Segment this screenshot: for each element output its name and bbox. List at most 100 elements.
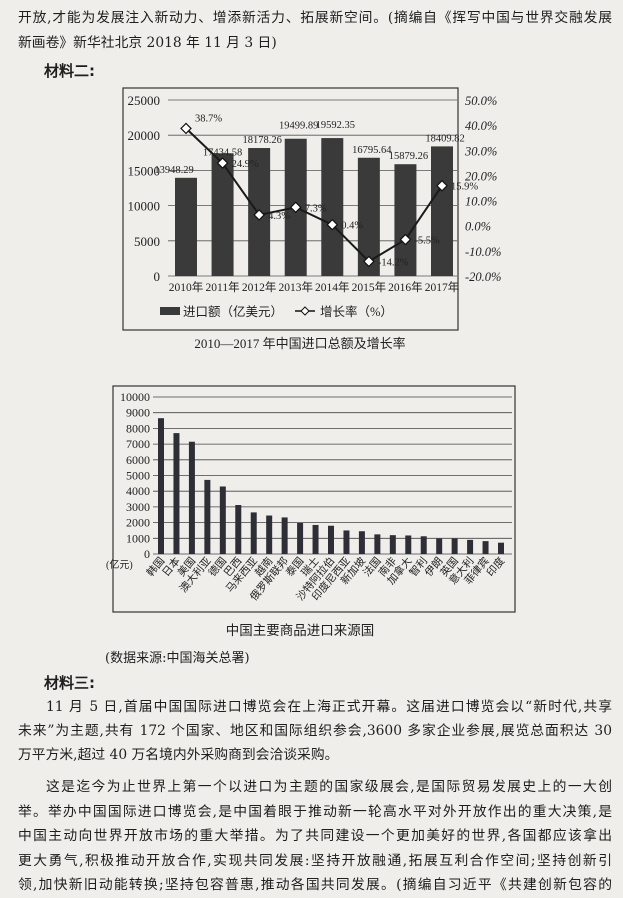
growth-point bbox=[216, 157, 229, 169]
bar-value-label: 18178.26 bbox=[242, 135, 281, 146]
bar bbox=[394, 164, 417, 276]
bar bbox=[343, 530, 350, 554]
bar-value-label: 16795.64 bbox=[352, 145, 392, 156]
x-tick-label: 2010年 bbox=[169, 280, 204, 294]
y-tick-label: 8000 bbox=[126, 421, 150, 435]
bar bbox=[173, 433, 180, 554]
bar bbox=[498, 542, 504, 554]
growth-value-label: 24.9% bbox=[232, 159, 259, 170]
bar bbox=[321, 138, 344, 276]
y-left-tick-label: 10000 bbox=[128, 199, 161, 214]
x-tick-label: 2016年 bbox=[388, 280, 423, 294]
text-line: 万平方米,超过 40 万名境内外采购商到会洽谈采购。 bbox=[18, 747, 339, 763]
text-line: 这是迄今为止世界上第一个以进口为主题的国家级展会,是国际贸易发展史上的一大创 bbox=[46, 779, 612, 795]
material2-heading: 材料二: bbox=[44, 62, 95, 80]
material3-heading: 材料三: bbox=[44, 674, 95, 692]
bar bbox=[158, 418, 164, 554]
bar bbox=[374, 534, 381, 554]
bar bbox=[482, 541, 489, 554]
text-line: 更大勇气,积极推动开放合作,实现共同发展:坚持开放融通,拓展互利合作空间;坚持创… bbox=[18, 853, 612, 869]
y-tick-label: 1000 bbox=[126, 531, 150, 545]
y-right-tick-label: 50.0% bbox=[465, 94, 497, 108]
bar bbox=[357, 157, 380, 276]
y-right-tick-label: -10.0% bbox=[465, 245, 501, 259]
growth-value-label: 0.4% bbox=[341, 221, 363, 232]
y-tick-label: 3000 bbox=[126, 500, 150, 514]
y-right-tick-label: 30.0% bbox=[464, 144, 497, 158]
x-tick-label: 2012年 bbox=[242, 280, 277, 294]
bar bbox=[436, 538, 443, 554]
y-right-tick-label: 20.0% bbox=[465, 169, 497, 183]
bar bbox=[358, 531, 365, 554]
bar bbox=[431, 146, 453, 276]
y-tick-label: 7000 bbox=[126, 437, 150, 451]
growth-value-label: 7.3% bbox=[305, 203, 327, 214]
text-line: 领,加快新旧动能转换;坚持包容普惠,推动各国共同发展。(摘编自习近平《共建创新包… bbox=[18, 877, 612, 893]
growth-point bbox=[326, 218, 339, 231]
bar bbox=[328, 525, 334, 554]
growth-point bbox=[436, 179, 448, 192]
bar-value-label: 18409.82 bbox=[425, 133, 464, 144]
y-tick-label: 10000 bbox=[120, 390, 150, 404]
chart-frame bbox=[112, 385, 516, 613]
y-unit-label: (亿元) bbox=[106, 558, 133, 571]
bar bbox=[420, 536, 427, 554]
bar-value-label: 13948.29 bbox=[154, 165, 193, 176]
bar-value-label: 19499.89 bbox=[279, 121, 318, 132]
data-source: (数据来源:中国海关总署) bbox=[105, 651, 250, 666]
bar bbox=[281, 517, 288, 554]
x-tick-label: 2017年 bbox=[425, 280, 460, 294]
bar bbox=[219, 486, 226, 554]
bar bbox=[188, 441, 195, 554]
bar bbox=[266, 515, 273, 554]
growth-point bbox=[253, 209, 265, 221]
bar bbox=[204, 479, 211, 554]
growth-value-label: 38.7% bbox=[195, 113, 222, 124]
chart-title: 中国主要商品进口来源国 bbox=[226, 623, 375, 638]
growth-point bbox=[180, 122, 192, 135]
text-line: 11 月 5 日,首届中国国际进口博览会在上海正式开幕。这届进口博览会以“新时代… bbox=[46, 699, 612, 715]
import-total-chart: 0 5000 10000 15000 20000 25000 -20.0% -10.0% 0.0… bbox=[122, 87, 501, 351]
y-tick-label: 0 bbox=[144, 547, 150, 561]
legend-diamond-icon bbox=[300, 306, 310, 316]
x-tick-label: 2013年 bbox=[278, 280, 313, 294]
chart-title: 2010—2017 年中国进口总额及增长率 bbox=[194, 336, 405, 351]
y-right-tick-label: 10.0% bbox=[465, 195, 497, 209]
text-line: 举。举办中国国际进口博览会,是中国着眼于推动新一轮高水平对外开放作出的重大决策,… bbox=[18, 804, 612, 820]
legend-bar-label: 进口额（亿美元） bbox=[183, 304, 283, 319]
text-line: 开放,才能为发展注入新动力、增添新活力、拓展新空间。(摘编自《挥写中国与世界交融… bbox=[18, 10, 612, 26]
y-right-tick-label: 0.0% bbox=[465, 220, 491, 234]
bar bbox=[250, 512, 257, 554]
legend-bar-swatch bbox=[160, 307, 180, 315]
text-line: 未来”为主题,共有 172 个国家、地区和国际组织参会,3600 多家企业参展,… bbox=[18, 723, 612, 739]
growth-point bbox=[363, 255, 375, 268]
bar-value-label: 17434.58 bbox=[203, 147, 242, 158]
bar bbox=[175, 177, 197, 276]
legend-line-label: 增长率（%） bbox=[320, 304, 393, 319]
bar bbox=[235, 505, 242, 554]
bar bbox=[389, 535, 396, 554]
bar bbox=[312, 524, 319, 554]
growth-value-label: 15.9% bbox=[451, 182, 478, 193]
growth-point bbox=[289, 201, 302, 214]
chart-frame bbox=[122, 87, 459, 331]
bar bbox=[467, 539, 474, 554]
growth-line bbox=[185, 127, 443, 263]
y-tick-label: 5000 bbox=[126, 469, 150, 483]
y-left-tick-label: 25000 bbox=[128, 93, 161, 108]
text-line: 新画卷》新华社北京 2018 年 11 月 3 日) bbox=[18, 35, 277, 51]
y-left-tick-label: 5000 bbox=[134, 234, 160, 249]
text-line: 中国主动向世界开放市场的重大举措。为了共同建设一个更加美好的世界,各国都应该拿出 bbox=[18, 828, 612, 844]
bar-value-label: 15879.26 bbox=[389, 151, 428, 162]
growth-value-label: -5.5% bbox=[414, 236, 440, 247]
growth-value-label: 4.3% bbox=[268, 211, 290, 222]
bar bbox=[451, 538, 458, 554]
x-tick-label: 2015年 bbox=[352, 280, 387, 294]
y-right-tick-label: -20.0% bbox=[465, 270, 501, 284]
bar bbox=[405, 535, 412, 554]
x-tick-label: 2011年 bbox=[206, 280, 240, 294]
growth-value-label: -14.2% bbox=[378, 257, 409, 268]
y-tick-label: 2000 bbox=[126, 516, 150, 530]
y-tick-label: 9000 bbox=[126, 406, 150, 420]
y-right-tick-label: 40.0% bbox=[465, 119, 497, 133]
